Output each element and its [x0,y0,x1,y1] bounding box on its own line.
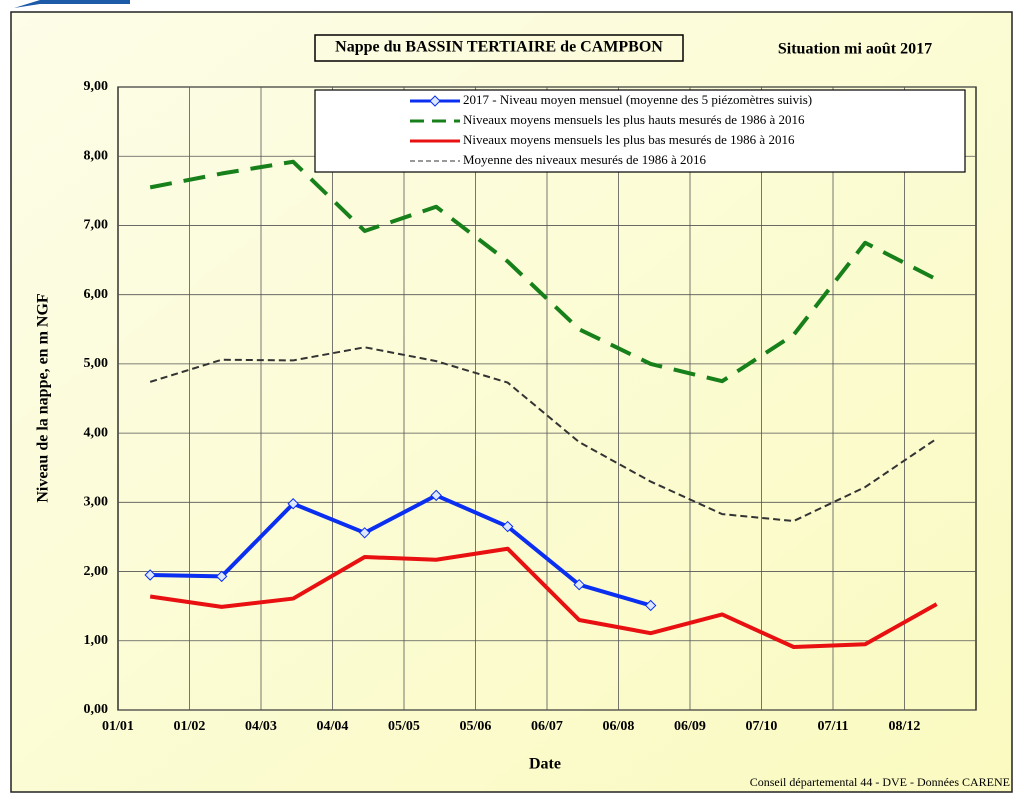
point-marker [144,569,156,581]
x-tick-label: 06/09 [674,719,706,734]
x-tick-label: 07/11 [817,719,848,734]
series-line [149,346,938,523]
x-tick-label: 06/07 [531,719,563,734]
y-tick-label: 7,00 [84,218,109,233]
x-tick-label: 04/04 [317,719,349,734]
y-tick-label: 1,00 [84,633,109,648]
x-tick-label: 01/02 [174,719,206,734]
point-marker [287,498,299,510]
footer: Conseil départemental 44 - DVE - Données… [750,775,1010,789]
chart-subtitle: Situation mi août 2017 [778,41,932,58]
x-tick-label: 01/01 [102,719,134,734]
legend-box [314,89,966,173]
legend-label: Niveaux moyens mensuels les plus hauts m… [463,112,805,127]
y-tick-label: 0,00 [84,702,109,717]
legend-marker [429,95,441,107]
x-tick-label: 07/10 [746,719,778,734]
y-axis-label: Niveau de la nappe, en m NGF [35,293,52,503]
y-tick-label: 9,00 [84,79,109,94]
y-tick-label: 3,00 [84,495,109,510]
x-axis-label: Date [529,756,561,773]
x-tick-label: 04/03 [245,719,277,734]
point-marker [358,527,371,539]
x-tick-label: 05/06 [460,719,492,734]
y-tick-label: 4,00 [84,425,109,440]
y-tick-label: 2,00 [84,564,109,579]
point-marker [573,579,585,591]
series-line [149,159,938,384]
legend-label: Moyenne des niveaux mesurés de 1986 à 20… [463,152,706,167]
y-tick-label: 6,00 [84,287,109,302]
series-line [150,493,652,608]
x-tick-label: 06/08 [603,719,635,734]
logo [14,0,130,8]
title-box [314,34,684,62]
chart-title: Nappe du BASSIN TERTIAIRE de CAMPBON [335,39,663,56]
point-marker [501,520,514,533]
legend-label: 2017 - Niveau moyen mensuel (moyenne des… [463,92,812,107]
point-marker [430,489,442,502]
x-tick-label: 05/05 [388,719,420,734]
point-marker [215,570,228,583]
legend-label: Niveaux moyens mensuels les plus bas mes… [463,132,795,147]
series-line [149,546,938,650]
y-tick-label: 5,00 [84,356,109,371]
y-tick-label: 8,00 [84,148,109,163]
x-tick-label: 08/12 [889,719,921,734]
point-marker [644,599,657,612]
